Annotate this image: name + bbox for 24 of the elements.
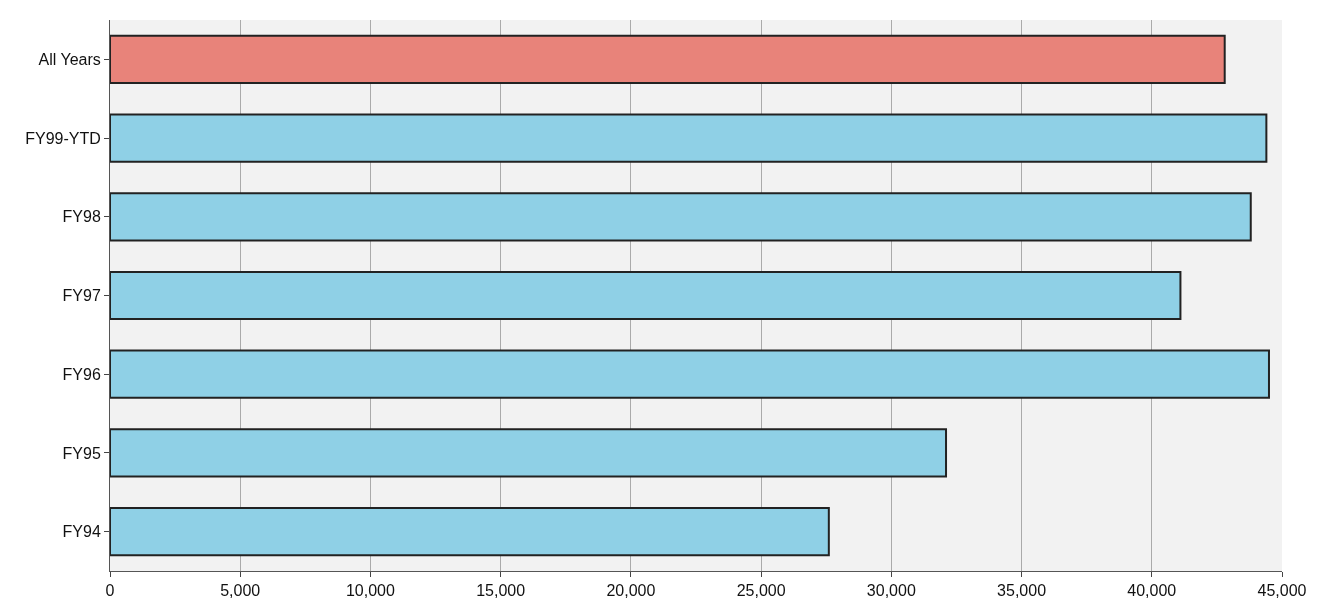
y-tick-label: FY95 [62,444,101,462]
x-tick-label: 30,000 [866,582,916,600]
y-tick-label: FY96 [62,365,101,383]
y-tick-label: FY98 [62,208,101,226]
x-tick-label: 35,000 [997,582,1047,600]
x-tick-label: 45,000 [1257,582,1307,600]
bar [110,507,830,557]
x-tick-label: 10,000 [345,582,396,600]
y-tick-label: FY97 [62,287,101,305]
y-tick-label: FY94 [62,523,101,541]
x-tick-label: 25,000 [736,582,786,600]
bar [110,34,1226,84]
bar [110,113,1268,163]
bar [110,270,1182,321]
x-tick-label: 15,000 [476,582,526,600]
x-tick-label: 40,000 [1127,582,1177,600]
bar [110,192,1252,242]
y-tick-label: All Years [38,50,101,68]
x-tick-label: 20,000 [606,582,656,600]
bar [110,428,948,478]
bar [110,349,1270,399]
x-tick-label: 5,000 [220,582,261,600]
y-tick-label: FY99-YTD [25,129,101,147]
x-tick-label: 0 [105,582,115,600]
